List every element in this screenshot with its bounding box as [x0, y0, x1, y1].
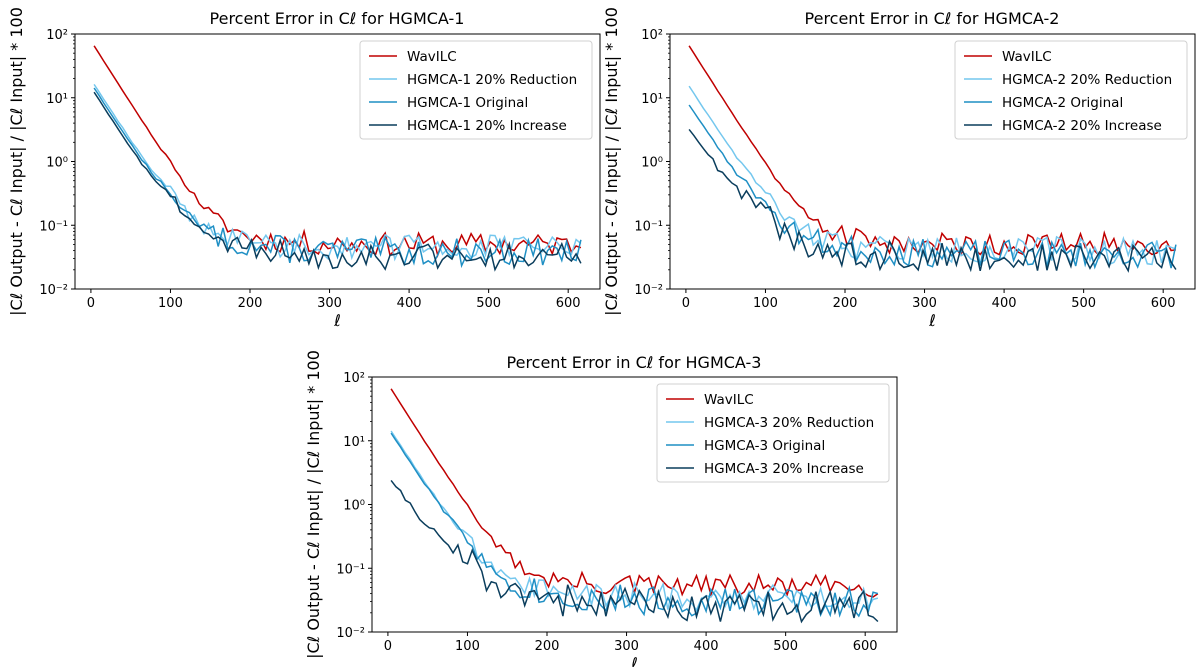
y-tick-label: 10²	[343, 371, 365, 386]
x-tick-label: 0	[384, 639, 392, 654]
legend-entry: HGMCA-2 Original	[1002, 95, 1123, 111]
series-line-2	[688, 85, 1177, 266]
series-line-3	[390, 432, 879, 618]
chart-title: Percent Error in Cℓ for HGMCA-3	[507, 353, 762, 372]
y-tick-label: 10⁰	[343, 499, 365, 514]
y-tick-label: 10²	[46, 28, 68, 43]
x-tick-label: 0	[682, 296, 690, 311]
series-line-1	[688, 45, 1177, 258]
y-tick-label: 10¹	[46, 92, 68, 107]
x-tick-label: 600	[556, 296, 581, 311]
x-tick-label: 500	[476, 296, 501, 311]
y-axis-label: |Cℓ Output - Cℓ Input| / |Cℓ Input| * 10…	[7, 7, 26, 316]
series-line-4	[688, 128, 1177, 273]
legend-entry: HGMCA-3 20% Increase	[704, 461, 864, 477]
y-tick-label: 10⁰	[641, 156, 663, 171]
y-tick-label: 10⁻¹	[336, 562, 365, 577]
series-line-2	[390, 430, 879, 612]
legend-entry: HGMCA-1 20% Reduction	[407, 72, 577, 88]
legend-box	[656, 383, 890, 483]
legend-entry: WavILC	[1002, 49, 1052, 65]
x-tick-label: 100	[753, 296, 778, 311]
y-tick-label: 10²	[641, 28, 663, 43]
series-line-1	[93, 45, 582, 258]
x-tick-label: 400	[992, 296, 1017, 311]
x-axis-label: ℓ	[630, 654, 638, 667]
x-axis-label: ℓ	[928, 311, 936, 330]
y-axis-label: |Cℓ Output - Cℓ Input| / |Cℓ Input| * 10…	[304, 350, 323, 659]
y-tick-label: 10⁰	[46, 156, 68, 171]
legend-entry: WavILC	[704, 392, 754, 408]
x-axis-label: ℓ	[333, 311, 341, 330]
legend-entry: HGMCA-2 20% Reduction	[1002, 72, 1172, 88]
y-tick-label: 10⁻¹	[39, 219, 68, 234]
series-line-3	[93, 87, 582, 269]
legend-entry: HGMCA-2 20% Increase	[1002, 118, 1162, 134]
chart-panel-3: Percent Error in Cℓ for HGMCA-3 0 100 200 30…	[304, 350, 898, 667]
x-tick-label: 300	[614, 639, 639, 654]
chart-title: Percent Error in Cℓ for HGMCA-2	[805, 9, 1060, 28]
chart-panel-2: Percent Error in Cℓ for HGMCA-2 0 100 200 30…	[602, 7, 1196, 330]
chart-title: Percent Error in Cℓ for HGMCA-1	[210, 9, 465, 28]
legend-entry: HGMCA-3 Original	[704, 438, 825, 454]
x-tick-label: 400	[397, 296, 422, 311]
y-tick-label: 10¹	[641, 92, 663, 107]
legend-entry: HGMCA-1 20% Increase	[407, 118, 567, 134]
y-tick-label: 10⁻²	[39, 283, 68, 298]
x-tick-label: 100	[158, 296, 183, 311]
x-tick-label: 200	[833, 296, 858, 311]
x-tick-label: 600	[853, 639, 878, 654]
series-line-2	[93, 83, 582, 262]
chart-panel-1: Percent Error in Cℓ for HGMCA-1 0 100 200 30…	[7, 7, 601, 330]
legend-box	[954, 40, 1188, 140]
y-tick-label: 10¹	[343, 435, 365, 450]
x-tick-label: 500	[1071, 296, 1096, 311]
legend-entry: HGMCA-3 20% Reduction	[704, 415, 874, 431]
series-line-4	[93, 91, 582, 272]
x-tick-label: 300	[912, 296, 937, 311]
x-tick-label: 200	[535, 639, 560, 654]
x-tick-label: 500	[773, 639, 798, 654]
y-tick-label: 10⁻¹	[634, 219, 663, 234]
x-tick-label: 100	[455, 639, 480, 654]
x-tick-label: 600	[1151, 296, 1176, 311]
legend-entry: HGMCA-1 Original	[407, 95, 528, 111]
y-axis-label: |Cℓ Output - Cℓ Input| / |Cℓ Input| * 10…	[602, 7, 621, 316]
x-tick-label: 400	[694, 639, 719, 654]
x-tick-label: 300	[317, 296, 342, 311]
series-line-3	[688, 104, 1177, 270]
legend-entry: WavILC	[407, 49, 457, 65]
y-tick-label: 10⁻²	[634, 283, 663, 298]
y-tick-label: 10⁻²	[336, 626, 365, 641]
series-line-4	[390, 479, 879, 624]
x-tick-label: 0	[87, 296, 95, 311]
x-tick-label: 200	[238, 296, 263, 311]
legend-box	[359, 40, 593, 140]
